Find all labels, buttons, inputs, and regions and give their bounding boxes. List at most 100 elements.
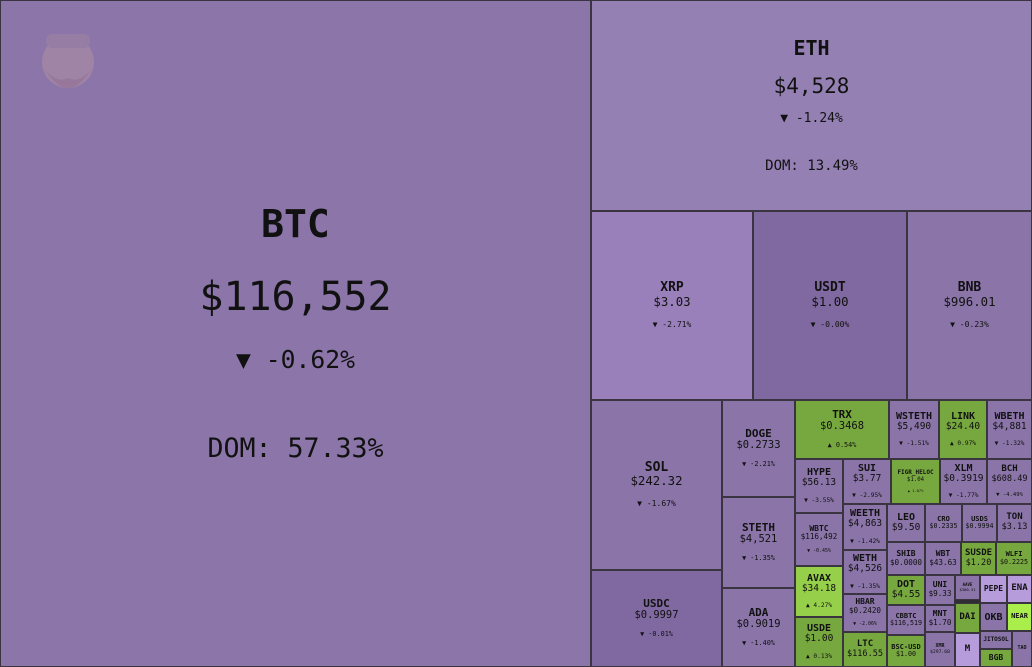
coin-dominance: DOM: 13.49% (765, 157, 858, 174)
coin-tile[interactable]: USDE $1.00 ▲ 0.13% (795, 617, 843, 667)
coin-price: $1.00 (811, 294, 849, 309)
coin-price: $0.9994 (965, 522, 994, 531)
coin-change: ▼ -1.77% (948, 492, 979, 500)
coin-tile[interactable]: BNB $996.01 ▼ -0.23% (907, 211, 1032, 400)
coin-tile[interactable]: NEAR (1007, 603, 1032, 631)
coin-tile[interactable]: XLM $0.3919 ▼ -1.77% (940, 459, 987, 504)
coin-change: ▼ -2.21% (742, 460, 775, 469)
coin-tile[interactable]: LEO $9.50 (887, 504, 925, 542)
coin-tile[interactable]: STETH $4,521 ▼ -1.35% (722, 497, 795, 588)
coin-tile[interactable]: WBTC $116,492 ▼ -0.45% (795, 513, 843, 566)
coin-symbol: WETH (852, 553, 878, 565)
coin-tile[interactable]: DOT $4.55 (887, 575, 925, 605)
coin-change: ▼ -1.32% (994, 440, 1025, 448)
coin-price: $0.2335 (929, 522, 958, 531)
coin-price: $9.50 (891, 522, 921, 534)
coin-tile[interactable]: BTC $116,552 ▼ -0.62% DOM: 57.33% (0, 0, 591, 667)
coin-change: ▼ -0.23% (950, 319, 989, 329)
coin-symbol: BNB (957, 280, 982, 296)
coin-tile[interactable]: TON $3.13 (997, 504, 1032, 542)
coin-change: ▼ -0.45% (807, 547, 831, 554)
coin-tile[interactable]: XMR $297.60 (925, 632, 955, 667)
coin-symbol: SUI (857, 462, 877, 474)
coin-tile[interactable]: ADA $0.9019 ▼ -1.40% (722, 588, 795, 667)
coin-price: $56.13 (801, 477, 837, 489)
coin-tile[interactable]: BGB (980, 649, 1012, 667)
coin-tile[interactable]: AAVE $300.31 (955, 575, 980, 600)
coin-tile[interactable]: SUI $3.77 ▼ -2.95% (843, 459, 891, 504)
coin-change: ▼ -2.06% (853, 621, 877, 628)
coin-symbol: UNI (932, 580, 948, 590)
coin-symbol: USDC (643, 597, 670, 611)
coin-price: $0.2420 (848, 605, 881, 615)
coin-symbol: XMR (935, 643, 945, 650)
coin-tile[interactable]: USDT $1.00 ▼ -0.00% (753, 211, 907, 400)
coin-price: $300.31 (959, 586, 976, 592)
coin-tile[interactable]: M (955, 633, 980, 667)
coin-symbol: STETH (741, 521, 776, 535)
coin-tile[interactable]: USDC $0.9997 ▼ -0.01% (591, 570, 722, 667)
coin-tile[interactable]: BCH $608.49 ▼ -4.49% (987, 459, 1032, 504)
coin-symbol: WEETH (849, 508, 881, 520)
coin-price: $4,863 (847, 518, 883, 530)
coin-symbol: HYPE (806, 467, 832, 479)
coin-change: ▼ -1.24% (780, 111, 843, 127)
coin-tile[interactable]: BSC-USD $1.00 (887, 635, 925, 667)
coin-tile[interactable]: LINK $24.40 ▲ 0.97% (939, 400, 987, 459)
coin-symbol: TAO (1017, 645, 1027, 652)
coin-change: ▼ -1.35% (742, 554, 775, 563)
coin-tile[interactable]: MNT $1.70 (925, 605, 955, 632)
coin-change: ▼ -0.62% (236, 345, 355, 375)
coin-price: $0.3919 (943, 472, 984, 484)
coin-symbol: BTC (261, 201, 330, 246)
coin-tile[interactable]: WETH $4,526 ▼ -1.35% (843, 550, 887, 594)
coin-change: ▲ 0.54% (827, 441, 857, 450)
coin-tile[interactable]: SHIB $0.0000 (887, 542, 925, 575)
coin-tile[interactable]: WBT $43.63 (925, 542, 961, 575)
coin-tile[interactable]: HYPE $56.13 ▼ -3.55% (795, 459, 843, 513)
coin-price: $116,492 (800, 532, 838, 542)
coin-tile[interactable]: AVAX $34.18 ▲ 4.27% (795, 566, 843, 617)
coin-tile[interactable]: ENA (1007, 575, 1032, 603)
coin-change: ▲ 1.07% (907, 488, 924, 493)
coin-tile[interactable]: USDS $0.9994 (962, 504, 997, 542)
coin-price: $0.0000 (889, 557, 922, 567)
coin-tile[interactable]: JITOSOL (980, 631, 1012, 649)
coin-tile[interactable]: LTC $116.55 (843, 632, 887, 667)
coin-tile[interactable]: DAI (955, 603, 980, 633)
coin-tile[interactable]: SOL $242.32 ▼ -1.67% (591, 400, 722, 570)
coin-tile[interactable]: PEPE (980, 575, 1007, 603)
coin-tile[interactable]: WBETH $4,881 ▼ -1.32% (987, 400, 1032, 459)
coin-symbol: LTC (856, 638, 874, 649)
coin-symbol: ENA (1011, 583, 1028, 594)
coin-tile[interactable]: TAO (1012, 631, 1032, 667)
coin-symbol: SUSDE (964, 547, 993, 558)
coin-tile[interactable]: SUSDE $1.20 (961, 542, 996, 575)
coin-symbol: WBETH (994, 410, 1025, 422)
coin-change: ▼ -1.42% (850, 537, 880, 545)
coin-tile[interactable]: WSTETH $5,490 ▼ -1.51% (889, 400, 939, 459)
coin-change: ▼ -1.51% (899, 440, 929, 448)
coin-tile[interactable]: CRO $0.2335 (925, 504, 962, 542)
coin-tile[interactable]: UNI $9.33 (925, 575, 955, 605)
coin-tile[interactable]: WLFI $0.2225 (996, 542, 1032, 575)
coin-tile[interactable]: FIGR_HELOC $1.04 ▲ 1.07% (891, 459, 940, 504)
coin-tile[interactable]: CBBTC $116,519 (887, 605, 925, 635)
coin-change: ▼ -2.71% (652, 319, 692, 329)
coin-tile[interactable]: TRX $0.3468 ▲ 0.54% (795, 400, 889, 459)
coin-change: ▲ 0.97% (949, 440, 977, 448)
coin-tile[interactable]: WEETH $4,863 ▼ -1.42% (843, 504, 887, 550)
coin-price: $116,552 (199, 273, 392, 320)
coin-price: $1.04 (906, 476, 925, 483)
coin-symbol: BGB (988, 652, 1004, 662)
coin-symbol: OKB (984, 611, 1003, 623)
coin-tile[interactable]: OKB (980, 603, 1007, 631)
coin-price: $608.49 (991, 473, 1028, 484)
coin-symbol: ETH (793, 36, 830, 61)
coin-tile[interactable]: XRP $3.03 ▼ -2.71% (591, 211, 753, 400)
coin-tile[interactable]: ETH $4,528 ▼ -1.24% DOM: 13.49% (591, 0, 1032, 211)
coin-tile[interactable]: HBAR $0.2420 ▼ -2.06% (843, 594, 887, 632)
coin-tile[interactable]: DOGE $0.2733 ▼ -2.21% (722, 400, 795, 497)
coin-change: ▼ -0.01% (640, 630, 673, 639)
